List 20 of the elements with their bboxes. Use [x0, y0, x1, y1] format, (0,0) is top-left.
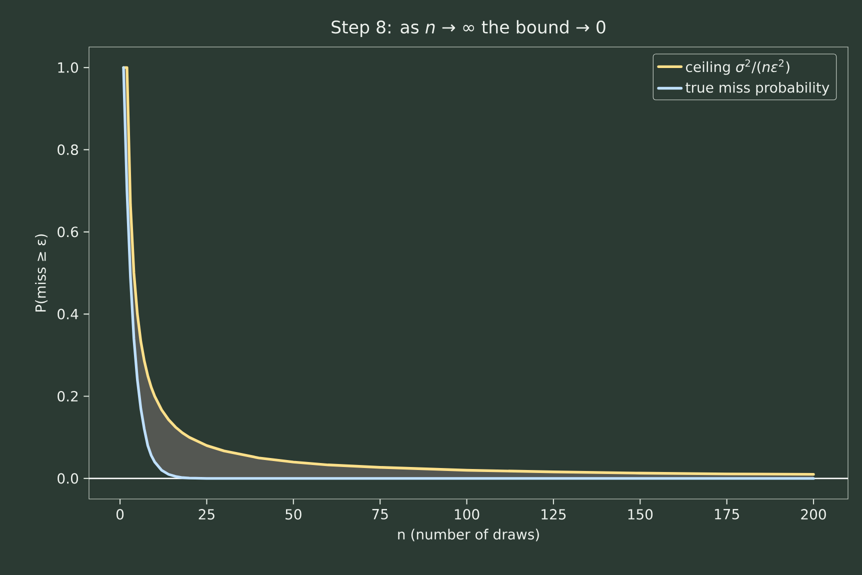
legend-label: true miss probability — [686, 82, 830, 96]
y-axis-title: P(miss ≥ ε) — [35, 234, 48, 312]
x-tick-label: 100 — [454, 509, 480, 520]
legend-label: ceiling σ$^{2}$/(nε$^{2}$) — [686, 59, 790, 75]
y-tick-label: 0.4 — [58, 308, 78, 320]
x-axis-title: n (number of draws) — [398, 528, 539, 542]
x-tick-label: 25 — [198, 509, 214, 520]
x-tick-label: 150 — [628, 509, 653, 520]
chart-title: Step 8: as n → ∞ the bound → 0 — [332, 20, 606, 37]
x-tick-label: 200 — [801, 509, 826, 520]
x-tick-label: 50 — [286, 509, 302, 520]
y-tick-label: 0.2 — [58, 390, 78, 402]
y-tick-label: 1.0 — [58, 62, 78, 73]
y-tick-label: 0.0 — [58, 473, 78, 484]
y-tick-label: 0.8 — [58, 144, 78, 156]
x-tick-label: 175 — [714, 509, 739, 520]
x-tick-label: 125 — [542, 509, 566, 520]
x-tick-label: 0 — [116, 509, 124, 520]
y-tick-label: 0.6 — [58, 226, 78, 238]
x-tick-label: 75 — [372, 509, 388, 520]
